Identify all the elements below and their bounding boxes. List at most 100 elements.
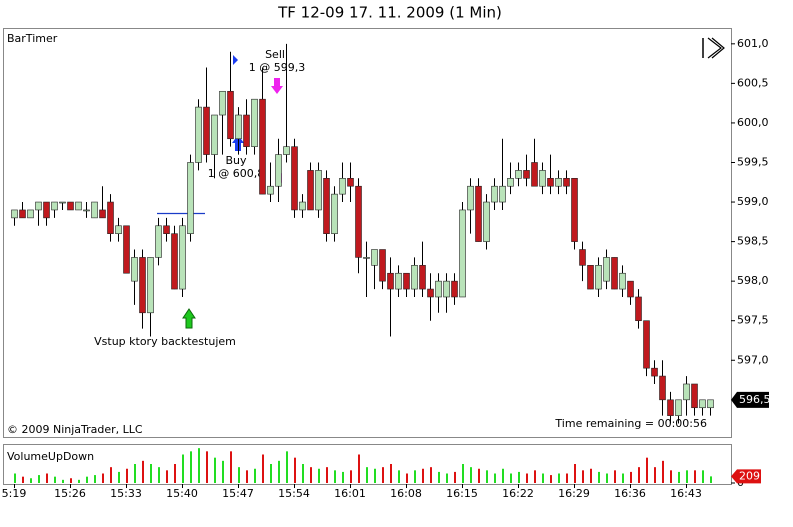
candle-body <box>691 383 698 409</box>
volume-bar <box>638 467 640 483</box>
x-tick-label: 15:54 <box>278 487 310 500</box>
entry-label: Vstup ktory backtestujem <box>94 335 236 348</box>
candle-body <box>467 185 474 211</box>
last-volume-label: 209 <box>739 469 760 482</box>
volume-bar <box>526 473 528 483</box>
volume-bar <box>158 467 160 483</box>
candle-body <box>443 280 450 298</box>
volume-bar <box>270 464 272 483</box>
candle-body <box>331 193 338 234</box>
candle-body <box>307 170 314 211</box>
candle-body <box>363 257 370 259</box>
scroll-icon <box>707 37 725 59</box>
candle-body <box>491 185 498 203</box>
candle-body <box>475 185 482 242</box>
candle-body <box>507 178 514 187</box>
candle-body <box>683 383 690 401</box>
candle-body <box>299 201 306 211</box>
volume-bar <box>38 475 40 483</box>
candle-body <box>515 170 522 179</box>
x-tick-label: 5:19 <box>2 487 27 500</box>
volume-bar <box>702 470 704 483</box>
volume-bar <box>462 464 464 483</box>
volume-bar <box>70 478 72 483</box>
sell-arrow <box>271 78 283 94</box>
volume-bar <box>190 451 192 483</box>
candle-body <box>595 265 602 290</box>
volume-bar <box>262 454 264 483</box>
volume-bar <box>606 473 608 483</box>
volume-bar <box>542 473 544 483</box>
volume-bar <box>710 476 712 483</box>
candle-body <box>419 265 426 290</box>
candle-body <box>259 98 266 195</box>
candle-body <box>555 178 562 187</box>
buy-marker <box>233 55 238 65</box>
y-tick-label: 599,5 <box>737 155 769 168</box>
candle-body <box>451 280 458 298</box>
volume-bar <box>446 473 448 483</box>
chart-title: TF 12-09 17. 11. 2009 (1 Min) <box>277 4 502 22</box>
last-volume-box <box>731 469 761 484</box>
volume-bar <box>22 476 24 483</box>
buy-label: Buy <box>225 154 247 167</box>
volume-bar <box>318 468 320 483</box>
candle-body <box>395 272 402 290</box>
candle-body <box>403 272 410 290</box>
y-tick-label: 597,0 <box>737 353 769 366</box>
volume-bar <box>222 460 224 483</box>
candle-body <box>115 225 122 234</box>
candle-body <box>27 209 34 219</box>
candle-body <box>179 225 186 290</box>
volume-bar <box>406 473 408 483</box>
candle-body <box>379 249 386 282</box>
volume-bar <box>454 471 456 483</box>
x-tick-label: 16:08 <box>390 487 422 500</box>
volume-bar <box>374 468 376 483</box>
volume-bar <box>582 470 584 483</box>
volume-bar <box>246 470 248 483</box>
volume-bar <box>350 470 352 483</box>
x-tick-label: 15:40 <box>166 487 198 500</box>
volume-bar <box>382 467 384 483</box>
candle-body <box>411 265 418 290</box>
candle-body <box>619 272 626 290</box>
volume-bar <box>110 467 112 483</box>
volume-bar <box>54 476 56 483</box>
candle-body <box>283 146 290 155</box>
candle-body <box>499 185 506 203</box>
sell-label: Sell <box>265 48 285 61</box>
volume-bar <box>614 470 616 483</box>
candle-body <box>563 178 570 187</box>
volume-bar <box>574 464 576 483</box>
volume-bar <box>654 467 656 483</box>
candle-body <box>275 154 282 187</box>
volume-bar <box>390 464 392 483</box>
candle-body <box>195 106 202 163</box>
copyright: © 2009 NinjaTrader, LLC <box>7 423 143 436</box>
candle-body <box>139 257 146 314</box>
last-price-label: 596,5 <box>739 393 771 406</box>
candle-body <box>131 257 138 282</box>
candle-body <box>219 90 226 116</box>
volume-bar <box>550 475 552 483</box>
volume-panel <box>3 444 732 485</box>
candle-body <box>435 280 442 298</box>
y-tick-label: 599,0 <box>737 195 769 208</box>
scroll-button[interactable] <box>702 37 725 59</box>
volume-bar <box>486 470 488 483</box>
candle-body <box>235 114 242 140</box>
volume-bar <box>86 476 88 483</box>
candle-body <box>635 296 642 322</box>
x-tick-label: 16:15 <box>446 487 478 500</box>
candle-body <box>371 249 378 266</box>
candle-body <box>339 178 346 195</box>
x-tick-label: 16:01 <box>334 487 366 500</box>
volume-bar <box>518 471 520 483</box>
y-tick-label: 600,0 <box>737 116 769 129</box>
x-tick-label: 15:26 <box>54 487 86 500</box>
volume-bar <box>238 467 240 483</box>
volume-bar <box>558 473 560 483</box>
volume-bar <box>494 473 496 483</box>
candle-body <box>587 265 594 290</box>
